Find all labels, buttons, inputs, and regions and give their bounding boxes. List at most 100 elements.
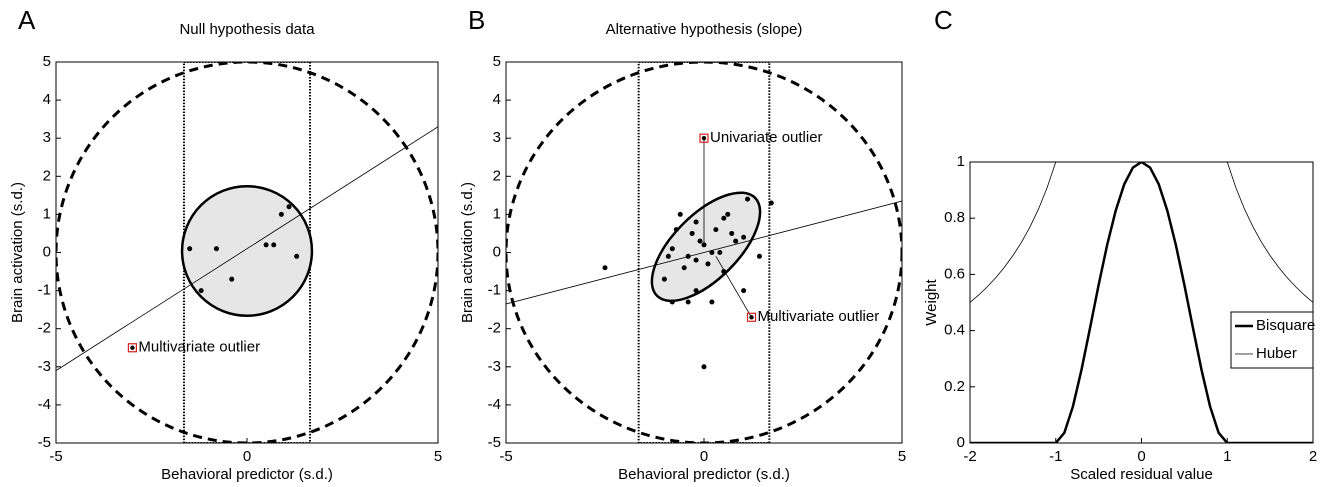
data-point <box>741 234 747 240</box>
data-point <box>665 253 671 259</box>
y-tick-label: 0.6 <box>944 265 965 282</box>
outlier-label: Multivariate outlier <box>138 339 260 356</box>
y-tick-label: 3 <box>43 129 51 146</box>
data-point <box>709 250 715 255</box>
y-tick-label: 2 <box>493 167 501 184</box>
legend-label: Huber <box>1256 345 1297 362</box>
data-point <box>198 288 204 294</box>
data-point <box>294 253 300 259</box>
panel: B Alternative hypothesis (slope) Behaviora… <box>459 5 906 483</box>
x-tick-label: 1 <box>1223 448 1231 465</box>
data-point <box>768 200 774 206</box>
y-tick-label: 0 <box>43 243 51 260</box>
y-tick-label: -5 <box>38 434 51 451</box>
plot-area <box>506 62 902 443</box>
y-axis-label: Brain activation (s.d.) <box>9 182 26 323</box>
y-tick-label: 3 <box>493 129 501 146</box>
data-point <box>697 238 703 244</box>
data-point <box>213 246 219 252</box>
data-point <box>725 211 731 217</box>
panel-letter: A <box>18 5 36 35</box>
panel-letter: B <box>468 5 485 35</box>
outlier-point <box>749 315 754 320</box>
outlier-leader <box>715 256 752 318</box>
data-point <box>693 257 699 263</box>
x-tick-label: 0 <box>700 448 708 465</box>
axes-frame <box>55 61 439 444</box>
y-tick-label: 5 <box>43 53 51 70</box>
series-line <box>970 162 1313 443</box>
y-tick-label: 0.8 <box>944 209 965 226</box>
x-axis-label: Behavioral predictor (s.d.) <box>161 466 333 483</box>
x-tick-label: 2 <box>1309 448 1317 465</box>
x-tick-label: -2 <box>963 448 976 465</box>
y-tick-label: -2 <box>488 320 501 337</box>
y-tick-label: -4 <box>488 396 501 413</box>
y-tick-label: 2 <box>43 167 51 184</box>
data-point <box>721 215 727 221</box>
data-point <box>705 261 711 267</box>
x-tick-label: 0 <box>243 448 251 465</box>
y-tick-label: -2 <box>38 320 51 337</box>
data-point <box>669 299 675 305</box>
data-point <box>685 299 691 305</box>
plot-area <box>970 162 1313 443</box>
fit-line <box>506 200 902 305</box>
y-tick-label: 5 <box>493 53 501 70</box>
data-point <box>263 242 269 248</box>
data-point <box>701 364 707 370</box>
data-point <box>689 230 695 236</box>
y-tick-label: 0 <box>493 243 501 260</box>
data-point <box>286 204 292 210</box>
y-tick-label: 0.2 <box>944 378 965 395</box>
legend-label: Bisquare <box>1256 317 1315 334</box>
data-point <box>693 288 699 294</box>
data-point <box>681 265 687 271</box>
y-tick-label: 4 <box>43 91 51 108</box>
y-tick-label: 4 <box>493 91 501 108</box>
confidence-ellipse <box>180 184 314 317</box>
panel: C Scaled residual value Weight -2 -1 0 1 2 0 0.2 0… <box>923 5 1317 483</box>
y-tick-label: 1 <box>957 153 965 170</box>
x-tick-label: 5 <box>434 448 442 465</box>
y-tick-label: 1 <box>43 205 51 222</box>
outlier-marker <box>746 312 757 322</box>
series-line <box>970 162 1313 303</box>
confidence-ellipse <box>650 191 762 303</box>
data-point <box>187 246 193 252</box>
data-point <box>721 269 727 275</box>
data-point <box>685 253 691 259</box>
y-tick-label: 0 <box>957 434 965 451</box>
outlier-label: Univariate outlier <box>710 129 823 146</box>
y-tick-label: 1 <box>493 205 501 222</box>
data-point <box>669 246 675 252</box>
data-point <box>713 227 719 233</box>
legend-box <box>1230 311 1314 369</box>
data-point <box>278 211 284 217</box>
chart-title: Alternative hypothesis (slope) <box>606 21 803 38</box>
outlier-point <box>701 136 707 141</box>
data-point <box>733 238 739 244</box>
data-point <box>661 276 667 282</box>
y-tick-label: -4 <box>38 396 51 413</box>
y-tick-label: 0.4 <box>944 322 965 339</box>
x-tick-label: -1 <box>1049 448 1062 465</box>
y-tick-label: -5 <box>488 434 501 451</box>
data-point <box>271 242 277 248</box>
data-point <box>673 227 679 233</box>
plot-area <box>56 62 438 443</box>
y-axis-label: Weight <box>923 278 940 325</box>
y-axis-label: Brain activation (s.d.) <box>459 182 476 323</box>
y-tick-label: -1 <box>38 282 51 299</box>
chart-title: Null hypothesis data <box>179 21 315 38</box>
outlier-point <box>130 345 135 350</box>
outlier-marker <box>699 133 709 143</box>
data-point <box>709 299 715 305</box>
data-point <box>693 219 699 225</box>
y-tick-label: -3 <box>38 358 51 375</box>
data-point <box>602 265 608 271</box>
fit-line <box>56 126 438 371</box>
data-point <box>741 288 747 294</box>
data-point <box>229 276 235 282</box>
